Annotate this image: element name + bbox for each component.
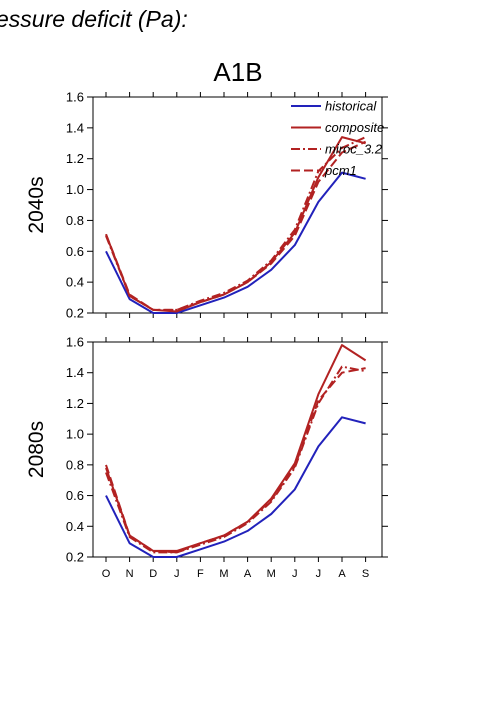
y-tick-label: 0.6 [66, 488, 84, 503]
row-label: 2080s [25, 421, 48, 478]
x-tick-label: S [362, 568, 369, 580]
y-axis-labels: 0.2 0.4 0.6 0.8 1.0 1.2 1.4 1.6 [66, 90, 84, 321]
x-tick-label: O [102, 568, 111, 580]
series-line-pcm1 [105, 367, 366, 554]
x-tick-label: J [174, 568, 180, 580]
axis-ticks [87, 337, 388, 562]
x-tick-label: J [292, 568, 298, 580]
y-tick-label: 1.6 [66, 335, 84, 350]
y-tick-label: 0.4 [66, 275, 84, 290]
scenario-title: A1B [213, 57, 262, 87]
y-tick-label: 1.6 [66, 90, 84, 105]
y-tick-label: 1.0 [66, 182, 84, 197]
series-line-historical [105, 416, 366, 558]
x-tick-label: J [316, 568, 322, 580]
x-tick-label: M [219, 568, 228, 580]
x-tick-label: M [267, 568, 276, 580]
legend-label: historical [325, 99, 377, 114]
legend-label: miroc_3.2 [325, 142, 383, 157]
legend-label: composite [325, 120, 384, 135]
y-tick-label: 0.8 [66, 457, 84, 472]
y-tick-label: 0.6 [66, 244, 84, 259]
x-tick-label: F [197, 568, 204, 580]
legend: historical composite miroc_3.2 pcm1 [291, 99, 384, 178]
y-tick-label: 1.0 [66, 427, 84, 442]
row-label: 2040s [25, 176, 48, 233]
series-lines [105, 344, 367, 558]
y-tick-label: 0.2 [66, 550, 84, 565]
x-tick-label: D [149, 568, 157, 580]
series-line-miroc-3-2 [105, 365, 366, 554]
plot-frame [92, 341, 383, 558]
series-line-miroc-3-2 [105, 136, 367, 311]
legend-label: pcm1 [324, 163, 357, 178]
axis-ticks [87, 92, 388, 318]
y-tick-label: 0.8 [66, 213, 84, 228]
x-tick-label: N [126, 568, 134, 580]
y-tick-label: 1.2 [66, 151, 84, 166]
x-tick-label: A [244, 568, 252, 580]
series-lines [105, 136, 367, 314]
panel-2040s: 2040s 0.2 0.4 0.6 0.8 1.0 1.2 1.4 1.6 historica… [25, 90, 388, 321]
figure-header: essure deficit (Pa): [0, 6, 188, 32]
series-line-composite [105, 344, 367, 552]
y-tick-label: 1.4 [66, 120, 84, 135]
y-tick-label: 1.2 [66, 396, 84, 411]
y-tick-label: 0.4 [66, 519, 84, 534]
y-tick-label: 1.4 [66, 365, 84, 380]
series-line-historical [105, 171, 366, 314]
panel-2080s: 2080s 0.2 0.4 0.6 0.8 1.0 1.2 1.4 1.6 O N D J F M A M J… [25, 335, 388, 580]
plot-frame [92, 96, 383, 314]
x-tick-label: A [338, 568, 346, 580]
y-tick-label: 0.2 [66, 306, 84, 321]
y-axis-labels: 0.2 0.4 0.6 0.8 1.0 1.2 1.4 1.6 [66, 335, 84, 565]
